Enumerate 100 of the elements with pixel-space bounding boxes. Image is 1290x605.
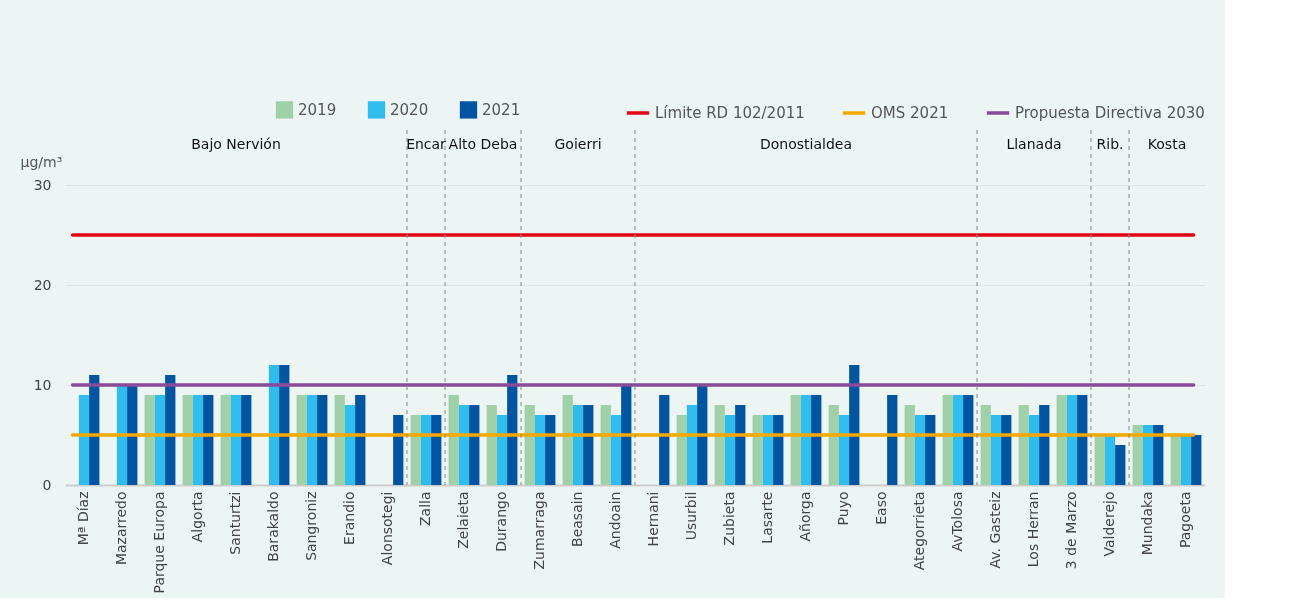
bar (849, 365, 860, 485)
bar (887, 395, 898, 485)
x-tick-label: Mundaka (1139, 491, 1155, 556)
bar (1094, 435, 1105, 485)
x-tick-label: Zubieta (721, 491, 737, 546)
bar (393, 415, 404, 485)
text: Encar (406, 136, 447, 152)
bar (904, 405, 915, 485)
bar (1170, 435, 1181, 485)
bar (1132, 425, 1143, 485)
bar (942, 395, 953, 485)
bar (800, 395, 812, 485)
x-tick-label: Mª Díaz (75, 491, 91, 546)
x-tick-label: 3 de Marzo (1063, 491, 1079, 570)
bar (914, 415, 926, 485)
bar (116, 385, 128, 485)
bar (469, 405, 480, 485)
text: Goierri (554, 136, 602, 152)
bar (496, 415, 508, 485)
bar (203, 395, 214, 485)
x-tick-label: Parque Europa (151, 491, 167, 594)
bar (686, 405, 698, 485)
bar (1153, 425, 1164, 485)
bar (431, 415, 442, 485)
bar (1066, 395, 1078, 485)
bar (458, 405, 470, 485)
legend-label: Límite RD 102/2011 (655, 104, 805, 122)
bar (724, 415, 736, 485)
x-tick-label: Zelaieta (455, 491, 471, 549)
bar (1001, 415, 1012, 485)
text: Bajo Nervión (191, 136, 281, 152)
bar (165, 375, 176, 485)
bar (279, 365, 290, 485)
legend-label: 2021 (482, 100, 521, 119)
x-tick-label: Sangroniz (303, 491, 319, 561)
y-tick-label: 30 (33, 176, 52, 193)
bar (154, 395, 166, 485)
x-tick-label: AvTolosa (949, 491, 965, 552)
bar (127, 385, 138, 485)
bar (1028, 415, 1040, 485)
bar (1018, 405, 1029, 485)
bar (811, 395, 822, 485)
bar (562, 395, 573, 485)
y-tick-label: 0 (42, 476, 52, 493)
text: Rib. (1096, 136, 1124, 152)
bar (1104, 435, 1116, 485)
bar (334, 395, 345, 485)
bar (714, 405, 725, 485)
bar (507, 375, 518, 485)
bar (1039, 405, 1050, 485)
y-axis-title: µg/m³ (20, 153, 63, 170)
legend-label: 2019 (298, 100, 337, 119)
x-tick-label: Lasarte (759, 491, 775, 544)
bar (344, 405, 356, 485)
bar (621, 385, 632, 485)
bar (230, 395, 242, 485)
bar (752, 415, 763, 485)
y-tick-label: 20 (33, 276, 52, 293)
bar (220, 395, 231, 485)
bar (773, 415, 784, 485)
x-tick-label: Barakaldo (265, 491, 281, 562)
x-tick-label: Hernani (645, 491, 661, 547)
legend-label: OMS 2021 (871, 104, 949, 122)
x-tick-label: Usurbil (683, 491, 699, 541)
bar (268, 365, 280, 485)
bar (1115, 445, 1126, 485)
x-tick-label: Puyo (835, 491, 851, 526)
bar (420, 415, 432, 485)
bar (89, 375, 100, 485)
text: Kosta (1147, 136, 1187, 152)
bar (600, 405, 611, 485)
text: Llanada (1006, 136, 1062, 152)
bar (296, 395, 307, 485)
bar (78, 395, 90, 485)
bar (545, 415, 556, 485)
text: Alto Deba (448, 136, 518, 152)
bar (659, 395, 670, 485)
bar (828, 405, 839, 485)
x-tick-label: Av. Gasteiz (987, 491, 1003, 569)
x-tick-label: Zalla (417, 491, 433, 527)
bar (990, 415, 1002, 485)
bar (306, 395, 318, 485)
x-tick-label: Valderejo (1101, 491, 1117, 557)
bar (583, 405, 594, 485)
legend-label: 2020 (390, 100, 429, 119)
bar (182, 395, 193, 485)
bar (144, 395, 155, 485)
x-tick-label: Durango (493, 491, 509, 552)
bar (192, 395, 204, 485)
x-tick-label: Santurtzi (227, 491, 243, 555)
x-tick-label: Ategorrieta (911, 491, 927, 571)
bar (1142, 425, 1154, 485)
bar (838, 415, 850, 485)
bar (448, 395, 459, 485)
bar (317, 395, 328, 485)
bar (735, 405, 746, 485)
x-tick-label: Pagoeta (1177, 491, 1193, 549)
bar (697, 385, 708, 485)
bar (676, 415, 687, 485)
x-tick-label: Erandio (341, 491, 357, 545)
